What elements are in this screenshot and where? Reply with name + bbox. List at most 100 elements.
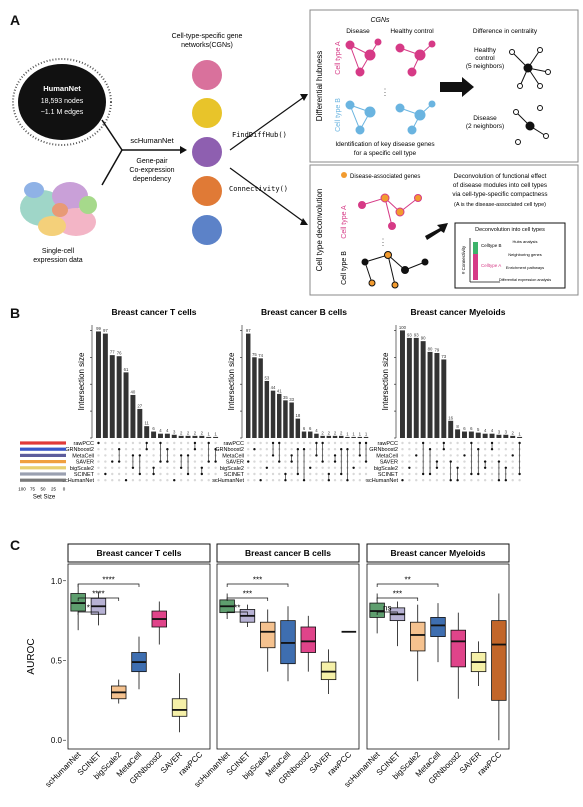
upset-matrix-dot — [415, 479, 418, 482]
upset-title-2: Breast cancer Myeloids — [411, 307, 506, 317]
upset-matrix-dot — [456, 454, 459, 457]
upset-matrix-dot — [421, 479, 425, 482]
upset-matrix-dot — [315, 479, 318, 482]
upset-matrix-dot — [159, 466, 162, 469]
upset-matrix-dot — [449, 441, 452, 445]
upset-matrix-dot — [247, 479, 250, 482]
upset-matrix-dot — [435, 479, 439, 482]
upset-matrix-dot — [97, 448, 100, 451]
upset-matrix-dot — [214, 466, 217, 469]
upset-matrix-dot — [253, 441, 256, 445]
upset-bar — [339, 435, 344, 438]
upset-matrix-dot — [511, 460, 514, 463]
upset-matrix-dot — [456, 448, 459, 451]
upset-matrix-dot — [442, 479, 446, 482]
upset-matrix-dot — [490, 460, 494, 463]
upset-matrix-dot — [470, 479, 473, 482]
upset-matrix-dot — [483, 448, 487, 451]
upset-matrix-dot — [456, 460, 459, 463]
upset-matrix-dot — [173, 466, 176, 469]
upset-bar-label: 8 — [456, 424, 459, 429]
upset-matrix-dot — [290, 466, 293, 469]
deconv-celltype-a-bar: Celltype A — [481, 263, 501, 268]
upset-matrix-dot — [364, 472, 368, 476]
deconv-text-3: via cell-type-specific compactness — [452, 191, 547, 198]
upset-matrix-dot — [352, 454, 355, 457]
upset-matrix-dot — [327, 454, 331, 457]
upset-matrix-dot — [259, 441, 262, 445]
upset-method-label: GRNboost2 — [369, 447, 398, 453]
panel-c-letter: C — [10, 537, 21, 553]
upset-matrix-dot — [401, 472, 404, 476]
upset-matrix-dot — [456, 479, 459, 482]
deconv-text-4: (A is the disease-associated cell type) — [454, 202, 546, 208]
upset-matrix-dot — [352, 466, 355, 469]
set-size-label: Set Size — [33, 494, 56, 500]
upset-matrix-dot — [117, 466, 121, 469]
deconv-celltype-b-bar: Celltype B — [481, 243, 502, 248]
upset-bar-label: 2 — [187, 430, 190, 435]
upset-bar — [277, 393, 282, 438]
upset-matrix-dot — [456, 466, 459, 469]
set-size-bar — [20, 441, 66, 445]
upset-bar-label: 6 — [463, 426, 466, 431]
single-cell-label-1: Single-cell — [42, 248, 75, 255]
upset-matrix-dot — [131, 448, 135, 451]
upset-title-0: Breast cancer T cells — [111, 307, 196, 317]
upset-bar-label: 2 — [194, 430, 197, 435]
upset-bar-label: 1 — [518, 431, 521, 436]
cgn-title-2: networks(CGNs) — [181, 42, 233, 49]
upset-bar-label: 2 — [512, 430, 515, 435]
upset-matrix-dot — [463, 460, 466, 463]
upset-matrix-dot — [483, 441, 487, 445]
upset-method-label: GRNboost2 — [65, 447, 94, 453]
upset-matrix-dot — [173, 479, 176, 482]
deconv-network-b — [361, 251, 429, 289]
panel-b-upset-plots: Breast cancer T cells Intersection size 99… — [18, 307, 523, 500]
upset-matrix-dot — [290, 479, 293, 482]
upset-bar — [199, 435, 205, 438]
upset-ylabel-0: Intersection size — [77, 352, 86, 410]
upset-bar-label: 18 — [295, 413, 300, 418]
box-body — [171, 698, 188, 717]
upset-matrix-dot — [415, 441, 418, 445]
sig-label: *** — [243, 590, 252, 599]
upset-bar — [345, 436, 350, 438]
upset-bar — [468, 431, 474, 438]
upset-matrix-dot — [408, 448, 411, 451]
upset-matrix-dot — [117, 441, 121, 445]
upset-matrix-dot — [327, 448, 331, 451]
upset-bar — [185, 435, 191, 438]
upset-matrix-dot — [193, 472, 197, 476]
sig-label: ** — [234, 604, 240, 613]
healthy-neighbors-1: Healthy — [474, 47, 497, 54]
upset-bar-label: 2 — [328, 430, 331, 435]
upset-matrix-dot — [138, 448, 142, 451]
upset-matrix-dot — [327, 466, 331, 469]
upset-matrix-dot — [463, 448, 466, 451]
upset-bar — [102, 333, 108, 438]
upset-bar — [252, 357, 257, 438]
upset-matrix-dot — [259, 466, 262, 469]
facet-title-1: Breast cancer B cells — [245, 548, 331, 558]
upset-matrix-dot — [442, 460, 446, 463]
upset-matrix-dot — [309, 479, 312, 482]
gene-pair-label-2: Co-expression — [129, 167, 174, 174]
upset-matrix-dot — [166, 441, 169, 445]
upset-bar-label: 5 — [477, 427, 480, 432]
upset-bar-label: 1 — [208, 431, 211, 436]
upset-bar — [482, 433, 488, 438]
upset-matrix-dot — [278, 466, 281, 469]
upset-matrix-dot — [145, 448, 148, 451]
upset-matrix-dot — [124, 454, 128, 457]
humannet-edges: ~1.1 M edges — [41, 109, 84, 116]
upset-method-label: SAVER — [380, 460, 398, 466]
upset-matrix-dot — [124, 479, 128, 482]
upset-matrix-dot — [111, 472, 114, 476]
upset-matrix-dot — [193, 448, 197, 451]
upset-matrix-dot — [463, 479, 466, 482]
upset-matrix-dot — [477, 479, 480, 482]
facet-title-0: Breast cancer T cells — [96, 548, 181, 558]
upset-matrix-dot — [97, 460, 100, 463]
